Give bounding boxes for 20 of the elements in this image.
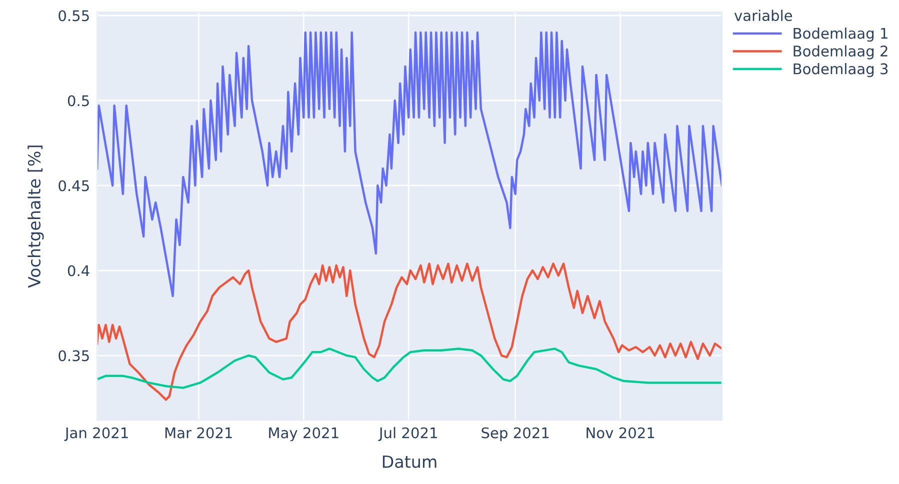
line-series (97, 262, 722, 401)
x-tick-label: Mar 2021 (165, 427, 232, 438)
y-tick-label: 0.5 (68, 95, 89, 106)
y-tick-label: 0.35 (58, 350, 89, 362)
legend-label: Bodemlaag 3 (794, 63, 888, 78)
y-tick-label: 0.45 (58, 180, 89, 192)
x-tick-label: Jul 2021 (378, 427, 437, 442)
legend-label: Bodemlaag 2 (794, 45, 888, 60)
line-series (97, 31, 722, 298)
y-tick-label: 0.4 (68, 265, 90, 276)
y-axis-title: Vochtgehalte [%] (28, 146, 44, 288)
x-tick-label: Sep 2021 (482, 427, 549, 442)
legend-label: Bodemlaag 1 (794, 28, 888, 42)
x-tick-label: Nov 2021 (586, 427, 654, 438)
line-series (97, 348, 722, 389)
x-tick-label: Jan 2021 (64, 427, 128, 442)
y-tick-label: 0.55 (58, 10, 89, 22)
legend-title: variable (734, 10, 792, 22)
x-tick-label: May 2021 (269, 427, 338, 442)
x-axis-title: Datum (382, 456, 436, 468)
